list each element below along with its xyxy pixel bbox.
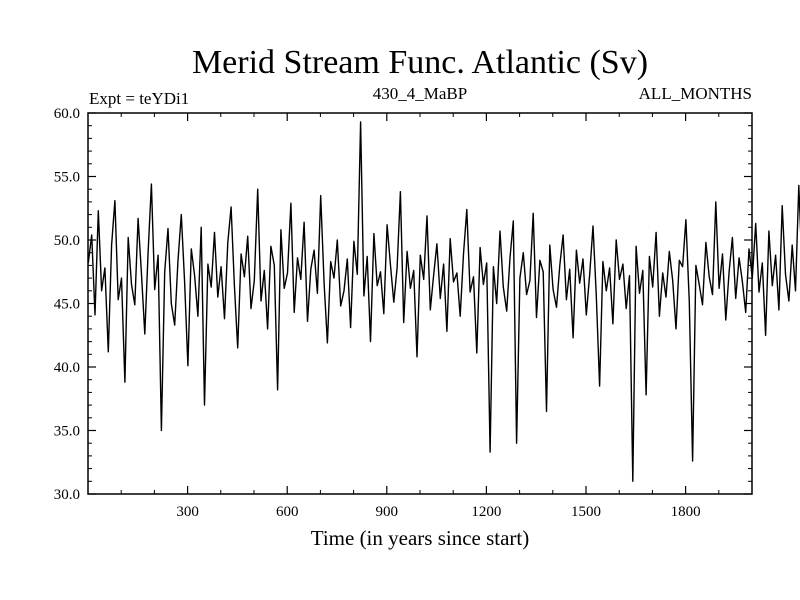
ticks-layer: 300 600 900 1200 1500 1800 30.0 35.0 40.0 45.0 50.… bbox=[54, 106, 752, 520]
y-tick-label: 45.0 bbox=[54, 297, 80, 313]
subtitle-left: Expt = teYDi1 bbox=[89, 89, 189, 108]
plot-frame bbox=[87, 112, 753, 495]
y-tick-label: 35.0 bbox=[54, 424, 80, 440]
y-tick-label: 30.0 bbox=[54, 487, 80, 503]
x-axis-label: Time (in years since start) bbox=[311, 526, 530, 550]
series-line-0 bbox=[87, 121, 800, 482]
y-tick-label: 40.0 bbox=[54, 360, 80, 376]
x-tick-label: 300 bbox=[176, 504, 199, 520]
x-tick-label: 900 bbox=[376, 504, 399, 520]
y-tick-label: 50.0 bbox=[54, 233, 80, 249]
subtitle-center: 430_4_MaBP bbox=[373, 84, 467, 103]
series-layer bbox=[87, 121, 800, 482]
subtitle-right: ALL_MONTHS bbox=[639, 84, 752, 103]
x-tick-label: 600 bbox=[276, 504, 299, 520]
chart-title: Merid Stream Func. Atlantic (Sv) bbox=[192, 44, 648, 81]
y-tick-label: 60.0 bbox=[54, 106, 80, 122]
x-tick-label: 1800 bbox=[671, 504, 701, 520]
x-tick-label: 1200 bbox=[471, 504, 501, 520]
x-tick-label: 1500 bbox=[571, 504, 601, 520]
y-tick-label: 55.0 bbox=[54, 170, 80, 186]
